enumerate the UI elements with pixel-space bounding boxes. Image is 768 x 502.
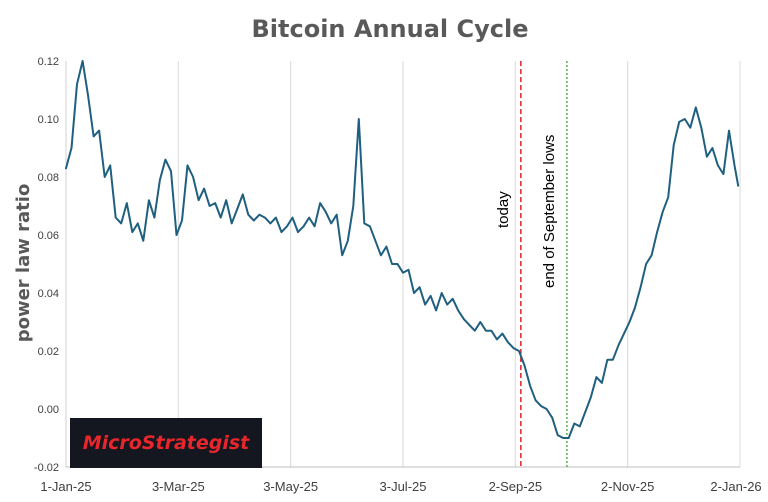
annotation-label: today bbox=[495, 191, 512, 228]
annotation-label: end of September lows bbox=[541, 135, 558, 288]
y-tick-label: 0.10 bbox=[38, 114, 59, 126]
x-axis: 1-Jan-25 3-Mar-25 3-May-25 3-Jul-25 2-Sep-25… bbox=[40, 479, 761, 494]
y-tick-label: 0.02 bbox=[38, 346, 59, 358]
series-line bbox=[65, 60, 740, 439]
x-tick-label: 2-Jan-26 bbox=[710, 479, 761, 494]
y-axis-label: power law ratio bbox=[13, 184, 34, 343]
logo: MicroStrategist bbox=[70, 418, 262, 468]
y-tick-label: 0.00 bbox=[38, 404, 59, 416]
x-tick-label: 3-May-25 bbox=[263, 479, 318, 494]
y-tick-label: 0.08 bbox=[38, 172, 59, 184]
y-axis: 0.12 0.10 0.08 0.06 0.04 0.02 0.00 -0.02 bbox=[34, 56, 59, 474]
y-tick-label: 0.06 bbox=[38, 230, 59, 242]
y-tick-label: 0.04 bbox=[38, 288, 59, 300]
series-layer bbox=[65, 60, 740, 439]
annotations: today end of September lows bbox=[495, 61, 568, 467]
x-tick-label: 2-Nov-25 bbox=[601, 479, 654, 494]
x-tick-label: 1-Jan-25 bbox=[40, 479, 91, 494]
y-tick-label: 0.12 bbox=[38, 56, 59, 68]
logo-background bbox=[70, 418, 262, 468]
x-tick-label: 2-Sep-25 bbox=[489, 479, 542, 494]
chart-title: Bitcoin Annual Cycle bbox=[252, 15, 529, 43]
y-tick-label: -0.02 bbox=[34, 462, 59, 474]
x-tick-label: 3-Mar-25 bbox=[152, 479, 205, 494]
logo-text: MicroStrategist bbox=[83, 432, 250, 454]
x-tick-label: 3-Jul-25 bbox=[380, 479, 427, 494]
